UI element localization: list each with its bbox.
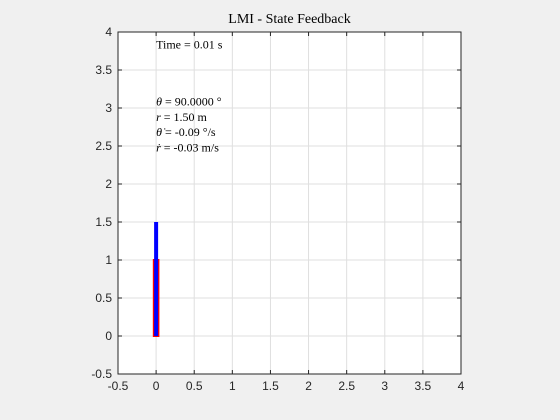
x-tick-label: 2 — [305, 379, 312, 393]
y-tick-label: 1 — [105, 253, 112, 267]
axes-background — [118, 32, 461, 374]
y-tick-label: 2.5 — [95, 139, 112, 153]
y-tick-label: 0 — [105, 329, 112, 343]
x-tick-label: 3 — [381, 379, 388, 393]
y-tick-label: 1.5 — [95, 215, 112, 229]
x-tick-label: 4 — [458, 379, 465, 393]
y-tick-label: 3 — [105, 101, 112, 115]
y-tick-label: -0.5 — [91, 367, 112, 381]
y-tick-label: 0.5 — [95, 291, 112, 305]
x-tick-label: 0.5 — [186, 379, 203, 393]
x-tick-label: 1 — [229, 379, 236, 393]
y-tick-labels: -0.5 0 0.5 1 1.5 2 2.5 3 3.5 4 — [91, 25, 112, 381]
annotation-4: ṙ = -0.03 m/s — [156, 140, 219, 154]
y-tick-label: 4 — [105, 25, 112, 39]
y-tick-label: 2 — [105, 177, 112, 191]
annotation-1: θ = 90.0000 ° — [156, 95, 222, 109]
x-tick-label: 2.5 — [338, 379, 355, 393]
annotation-0: Time = 0.01 s — [156, 38, 223, 52]
chart-title: LMI - State Feedback — [228, 12, 350, 27]
annotation-2: r = 1.50 m — [156, 110, 207, 124]
x-tick-label: -0.5 — [108, 379, 129, 393]
annotation-3: θ̇ = -0.09 °/s — [156, 125, 216, 139]
x-tick-labels: -0.5 0 0.5 1 1.5 2 2.5 3 3.5 4 — [108, 379, 465, 393]
x-tick-label: 1.5 — [262, 379, 279, 393]
annotation-value: = 1.50 m — [161, 110, 208, 124]
x-tick-label: 0 — [153, 379, 160, 393]
annotation-value: = 90.0000 ° — [162, 95, 222, 109]
annotation-value: = -0.09 °/s — [162, 125, 216, 139]
annotation-value: = -0.03 m/s — [161, 140, 219, 154]
marks — [154, 222, 159, 336]
x-tick-label: 3.5 — [415, 379, 432, 393]
y-tick-label: 3.5 — [95, 63, 112, 77]
